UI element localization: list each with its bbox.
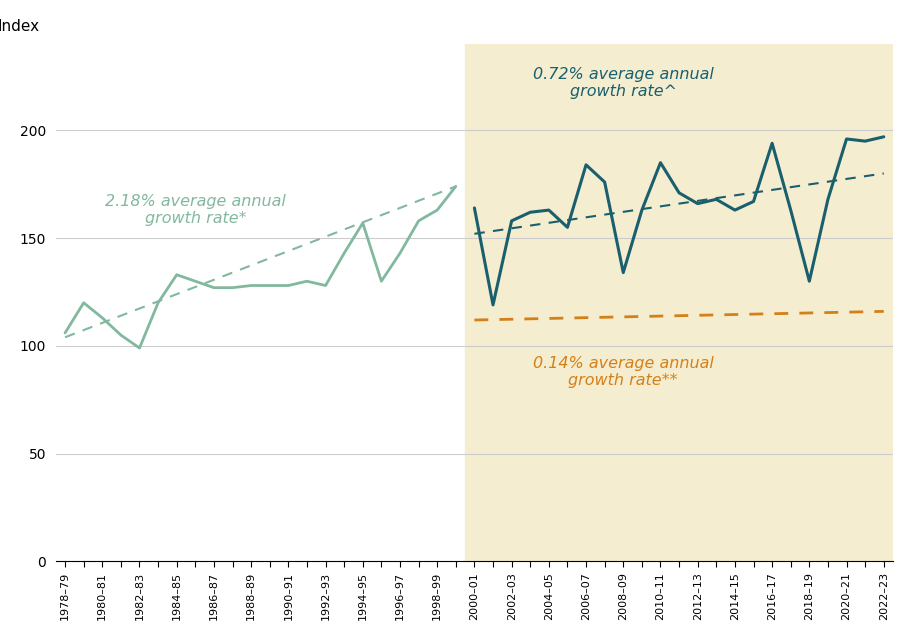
- Text: 0.72% average annual
growth rate^: 0.72% average annual growth rate^: [533, 66, 714, 99]
- Text: 0.14% average annual
growth rate**: 0.14% average annual growth rate**: [533, 356, 714, 388]
- Text: 2.18% average annual
growth rate*: 2.18% average annual growth rate*: [105, 194, 286, 226]
- Bar: [465, 44, 893, 561]
- Text: Index: Index: [0, 19, 40, 34]
